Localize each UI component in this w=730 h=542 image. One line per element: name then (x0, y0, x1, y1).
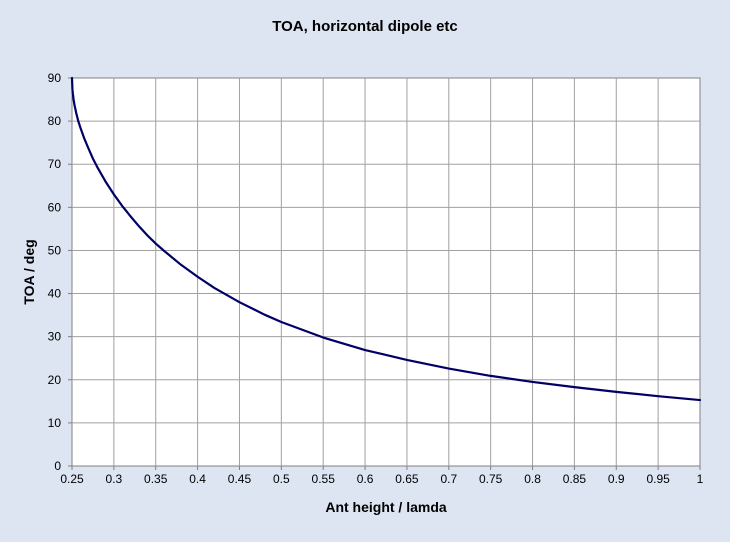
x-tick-label: 0.55 (312, 472, 336, 486)
y-tick-label: 20 (48, 373, 62, 387)
x-tick-label: 0.85 (563, 472, 587, 486)
series-layer (70, 76, 702, 402)
x-tick-label: 0.5 (273, 472, 290, 486)
x-tick-label: 1 (697, 472, 704, 486)
x-tick-label: 0.7 (440, 472, 457, 486)
series-line-1 (70, 76, 702, 402)
x-tick-label: 0.75 (479, 472, 503, 486)
x-tick-label: 0.65 (395, 472, 419, 486)
x-tick-label: 0.4 (189, 472, 206, 486)
tick-labels: 0.25 0.3 0.35 0.4 0.45 0.5 0.55 0.6 0.65 0.7 0.75 0… (48, 71, 704, 486)
x-axis-title: Ant height / lamda (325, 499, 447, 515)
x-tick-label: 0.95 (646, 472, 670, 486)
y-tick-label: 80 (48, 114, 62, 128)
y-tick-label: 60 (48, 200, 62, 214)
x-tick-label: 0.3 (106, 472, 123, 486)
x-tick-label: 0.35 (144, 472, 168, 486)
x-tick-label: 0.9 (608, 472, 625, 486)
y-tick-label: 40 (48, 287, 62, 301)
y-tick-label: 50 (48, 243, 62, 257)
y-axis-title: TOA / deg (21, 239, 37, 304)
y-tick-label: 0 (54, 459, 61, 473)
x-tick-label: 0.6 (357, 472, 374, 486)
x-tick-label: 0.8 (524, 472, 541, 486)
chart-title: TOA, horizontal dipole etc (272, 18, 458, 35)
y-tick-label: 10 (48, 416, 62, 430)
gridlines (68, 77, 701, 470)
y-tick-label: 70 (48, 157, 62, 171)
y-tick-label: 30 (48, 330, 62, 344)
y-tick-label: 90 (48, 71, 62, 85)
x-tick-label: 0.45 (228, 472, 252, 486)
plot-area (71, 77, 701, 467)
x-tick-label: 0.25 (60, 472, 84, 486)
